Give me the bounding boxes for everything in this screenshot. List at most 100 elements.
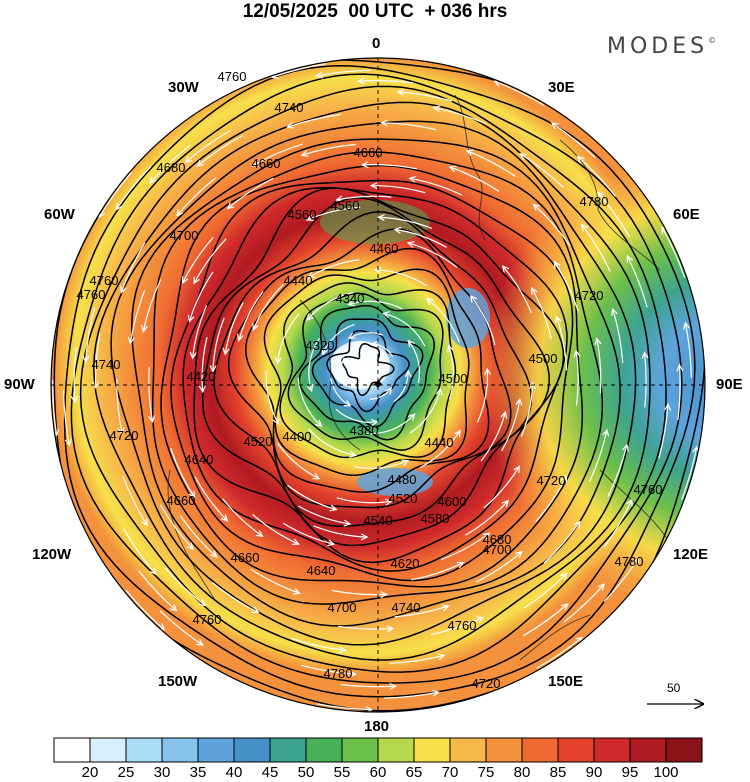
streamline-arrowhead — [255, 530, 264, 538]
streamline — [188, 271, 214, 322]
contour-label: 4760 — [634, 482, 663, 497]
streamline-arrowhead — [626, 498, 633, 507]
contour-line — [326, 330, 410, 413]
streamline — [179, 515, 218, 558]
streamline — [531, 287, 552, 340]
streamline — [520, 382, 534, 437]
streamline-arrowhead — [550, 122, 559, 130]
streamline — [176, 177, 217, 217]
contour-line — [110, 120, 637, 646]
streamline-arrowhead — [594, 337, 602, 346]
streamline-arrowhead — [360, 161, 369, 169]
streamline-arrowhead — [602, 428, 610, 437]
streamline — [336, 195, 392, 201]
contour-label: 4500 — [439, 371, 468, 386]
contour-line — [287, 292, 444, 451]
streamline-arrowhead — [127, 336, 135, 345]
streamline-arrowhead — [381, 311, 390, 318]
contour-line — [227, 228, 512, 509]
streamline — [306, 206, 361, 221]
contour-label: 4440 — [284, 273, 313, 288]
streamline — [533, 204, 571, 247]
streamline — [224, 302, 244, 355]
contour-line — [213, 211, 533, 527]
streamline-arrowhead — [236, 333, 244, 342]
contour-label: 4640 — [185, 452, 214, 467]
streamline-arrowhead — [251, 606, 260, 614]
streamline — [420, 430, 461, 469]
streamline-arrowhead — [347, 299, 356, 307]
wind-streamlines — [52, 63, 700, 712]
colorbar-swatch — [485, 737, 523, 763]
streamline-arrowhead — [476, 616, 485, 623]
contour-label: 4660 — [252, 156, 281, 171]
contour-label: 4560 — [288, 207, 317, 222]
streamline-arrowhead — [386, 625, 395, 633]
streamline — [409, 177, 463, 196]
streamline — [308, 337, 320, 391]
streamline — [581, 224, 611, 272]
contour-line — [201, 197, 550, 547]
streamline-arrowhead — [393, 226, 402, 234]
streamline-arrowhead — [314, 71, 323, 79]
colorbar-swatch — [125, 737, 163, 763]
contour-line — [298, 304, 435, 441]
streamline-arrowhead — [676, 363, 684, 372]
contour-line — [63, 65, 696, 698]
streamline-arrowhead — [373, 266, 382, 274]
streamline — [407, 242, 458, 268]
streamline-arrowhead — [482, 532, 491, 540]
lon-label-30w: 30W — [168, 79, 199, 96]
streamline — [222, 498, 263, 537]
contour-label: 4700 — [170, 228, 199, 243]
streamline-arrowhead — [560, 572, 568, 580]
contour-label: 4660 — [231, 550, 260, 565]
streamline — [501, 399, 521, 452]
contour-line — [182, 186, 568, 572]
streamline-arrowhead — [408, 175, 417, 183]
streamline — [394, 228, 447, 248]
streamline — [365, 413, 416, 435]
lon-label-120e: 120E — [673, 546, 709, 563]
streamline-arrowhead — [432, 105, 441, 113]
streamline — [227, 177, 274, 210]
streamline — [322, 324, 355, 355]
streamline-arrowhead — [198, 385, 206, 394]
streamline-arrowhead — [664, 402, 672, 411]
contour-labels: 4760 4740 4680 4660 4560 4780 4760 4700 4660 4560… — [77, 69, 663, 691]
contour-label: 4380 — [350, 423, 379, 438]
streamline-arrowhead — [515, 550, 523, 559]
streamline — [466, 150, 516, 177]
streamline — [116, 378, 123, 434]
streamline-arrowhead — [530, 286, 538, 295]
copyright-mark: © — [708, 36, 717, 45]
streamline — [470, 295, 496, 346]
contour-label: 4720 — [537, 473, 566, 488]
streamline — [301, 143, 356, 156]
lon-label-150w: 150W — [158, 673, 198, 690]
contour-label: 4560 — [331, 198, 360, 213]
graticule — [51, 58, 705, 712]
contour-label: 4720 — [575, 288, 604, 303]
colorbar-tick-label: 60 — [369, 764, 387, 781]
streamline-arrowhead — [274, 356, 282, 365]
contour-label: 4600 — [438, 494, 467, 509]
contour-line — [311, 318, 424, 428]
streamline — [331, 589, 387, 596]
streamline-arrowhead — [404, 369, 412, 378]
streamline-arrowhead — [555, 315, 562, 324]
streamline — [193, 238, 227, 284]
streamline-arrowhead — [513, 465, 520, 474]
modes-logo: MODES© — [607, 34, 716, 59]
brand-name: MODES — [607, 34, 709, 59]
streamline-arrowhead — [329, 504, 338, 512]
streamline-arrowhead — [596, 191, 605, 199]
streamline-arrowhead — [437, 653, 446, 661]
streamline-arrowhead — [611, 307, 618, 316]
streamline-arrowhead — [349, 450, 358, 458]
colorbar-swatch — [269, 737, 307, 763]
streamline-arrowhead — [360, 533, 369, 541]
streamline-arrowhead — [338, 646, 347, 654]
streamline-arrowhead — [632, 557, 640, 566]
streamline-arrowhead — [515, 397, 523, 406]
